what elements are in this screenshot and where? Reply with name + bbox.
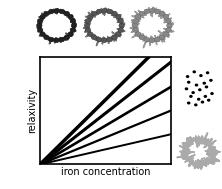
Ellipse shape	[59, 37, 65, 42]
Ellipse shape	[107, 37, 113, 42]
Ellipse shape	[91, 35, 97, 40]
Ellipse shape	[135, 15, 141, 19]
Ellipse shape	[149, 9, 155, 13]
Ellipse shape	[144, 37, 149, 42]
Ellipse shape	[102, 38, 107, 43]
Ellipse shape	[167, 23, 172, 28]
Ellipse shape	[185, 87, 188, 90]
Ellipse shape	[112, 35, 117, 40]
Ellipse shape	[54, 38, 59, 43]
Ellipse shape	[87, 32, 93, 36]
Ellipse shape	[139, 35, 145, 40]
Ellipse shape	[118, 19, 124, 23]
Ellipse shape	[116, 15, 121, 19]
Ellipse shape	[166, 19, 171, 23]
Ellipse shape	[144, 9, 149, 14]
Ellipse shape	[96, 37, 102, 42]
Ellipse shape	[210, 92, 214, 95]
Ellipse shape	[96, 9, 102, 14]
Ellipse shape	[139, 11, 145, 16]
Ellipse shape	[133, 28, 138, 33]
Ellipse shape	[206, 71, 209, 74]
X-axis label: iron concentration: iron concentration	[61, 167, 150, 177]
Ellipse shape	[59, 9, 65, 14]
Ellipse shape	[209, 79, 213, 82]
Ellipse shape	[195, 84, 198, 87]
Ellipse shape	[155, 9, 160, 14]
Ellipse shape	[186, 75, 189, 78]
Ellipse shape	[68, 32, 73, 36]
Ellipse shape	[202, 82, 206, 85]
Ellipse shape	[87, 15, 93, 19]
Ellipse shape	[91, 11, 97, 16]
Ellipse shape	[37, 23, 42, 28]
Ellipse shape	[189, 95, 193, 98]
Ellipse shape	[187, 101, 190, 105]
Ellipse shape	[205, 85, 208, 88]
Ellipse shape	[85, 19, 91, 23]
Ellipse shape	[116, 32, 121, 36]
Ellipse shape	[64, 35, 69, 40]
Ellipse shape	[54, 9, 59, 13]
Ellipse shape	[48, 9, 54, 14]
Ellipse shape	[159, 35, 165, 40]
Ellipse shape	[119, 23, 124, 28]
Ellipse shape	[192, 70, 196, 73]
Ellipse shape	[187, 81, 190, 84]
Ellipse shape	[201, 101, 204, 104]
Ellipse shape	[204, 95, 207, 98]
Ellipse shape	[135, 32, 141, 36]
Ellipse shape	[132, 23, 137, 28]
Ellipse shape	[107, 9, 113, 14]
Ellipse shape	[40, 15, 45, 19]
Ellipse shape	[207, 99, 210, 102]
Ellipse shape	[198, 88, 202, 91]
Ellipse shape	[112, 11, 117, 16]
Ellipse shape	[149, 38, 155, 43]
Ellipse shape	[68, 15, 73, 19]
Ellipse shape	[44, 35, 49, 40]
Ellipse shape	[102, 9, 107, 13]
Ellipse shape	[159, 11, 165, 16]
Ellipse shape	[85, 28, 91, 33]
Ellipse shape	[163, 32, 169, 36]
Ellipse shape	[71, 23, 77, 28]
Ellipse shape	[44, 11, 49, 16]
Ellipse shape	[37, 19, 43, 23]
Ellipse shape	[199, 74, 203, 77]
Ellipse shape	[163, 15, 169, 19]
Ellipse shape	[194, 103, 198, 106]
Ellipse shape	[118, 28, 124, 33]
Ellipse shape	[84, 23, 90, 28]
Ellipse shape	[133, 19, 138, 23]
Ellipse shape	[40, 32, 45, 36]
Ellipse shape	[64, 11, 69, 16]
Ellipse shape	[70, 19, 76, 23]
Ellipse shape	[197, 98, 200, 101]
Ellipse shape	[191, 91, 195, 94]
Ellipse shape	[70, 28, 76, 33]
Ellipse shape	[37, 28, 43, 33]
Y-axis label: relaxivity: relaxivity	[27, 88, 37, 133]
Ellipse shape	[166, 28, 171, 33]
Ellipse shape	[155, 37, 160, 42]
Ellipse shape	[48, 37, 54, 42]
